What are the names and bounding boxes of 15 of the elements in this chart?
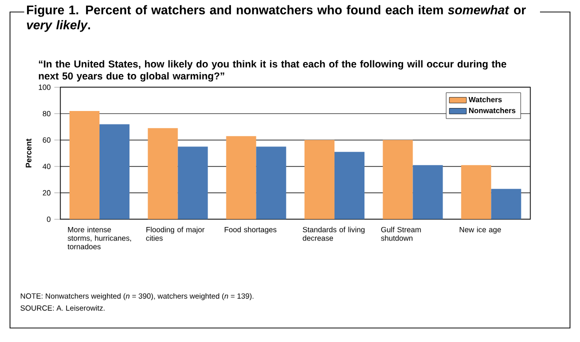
chart-subtitle: “In the United States, how likely do you think it is that each of the following will occur during the next 50 years due to global warming?” xyxy=(38,60,506,82)
chart-title: Figure 1. Percent of watchers and nonwatchers who found each item somewhat or very likely. xyxy=(26,5,526,32)
bar xyxy=(69,110,100,220)
bar xyxy=(461,165,492,220)
bar xyxy=(382,140,413,220)
bar xyxy=(148,128,178,220)
bar xyxy=(304,140,334,220)
bar xyxy=(256,146,286,220)
bar xyxy=(99,124,130,220)
bar xyxy=(412,165,443,220)
bar xyxy=(334,152,364,220)
y-axis-title: Percent xyxy=(26,138,32,168)
bar xyxy=(491,188,522,220)
bar xyxy=(178,146,208,220)
bar xyxy=(226,136,256,220)
